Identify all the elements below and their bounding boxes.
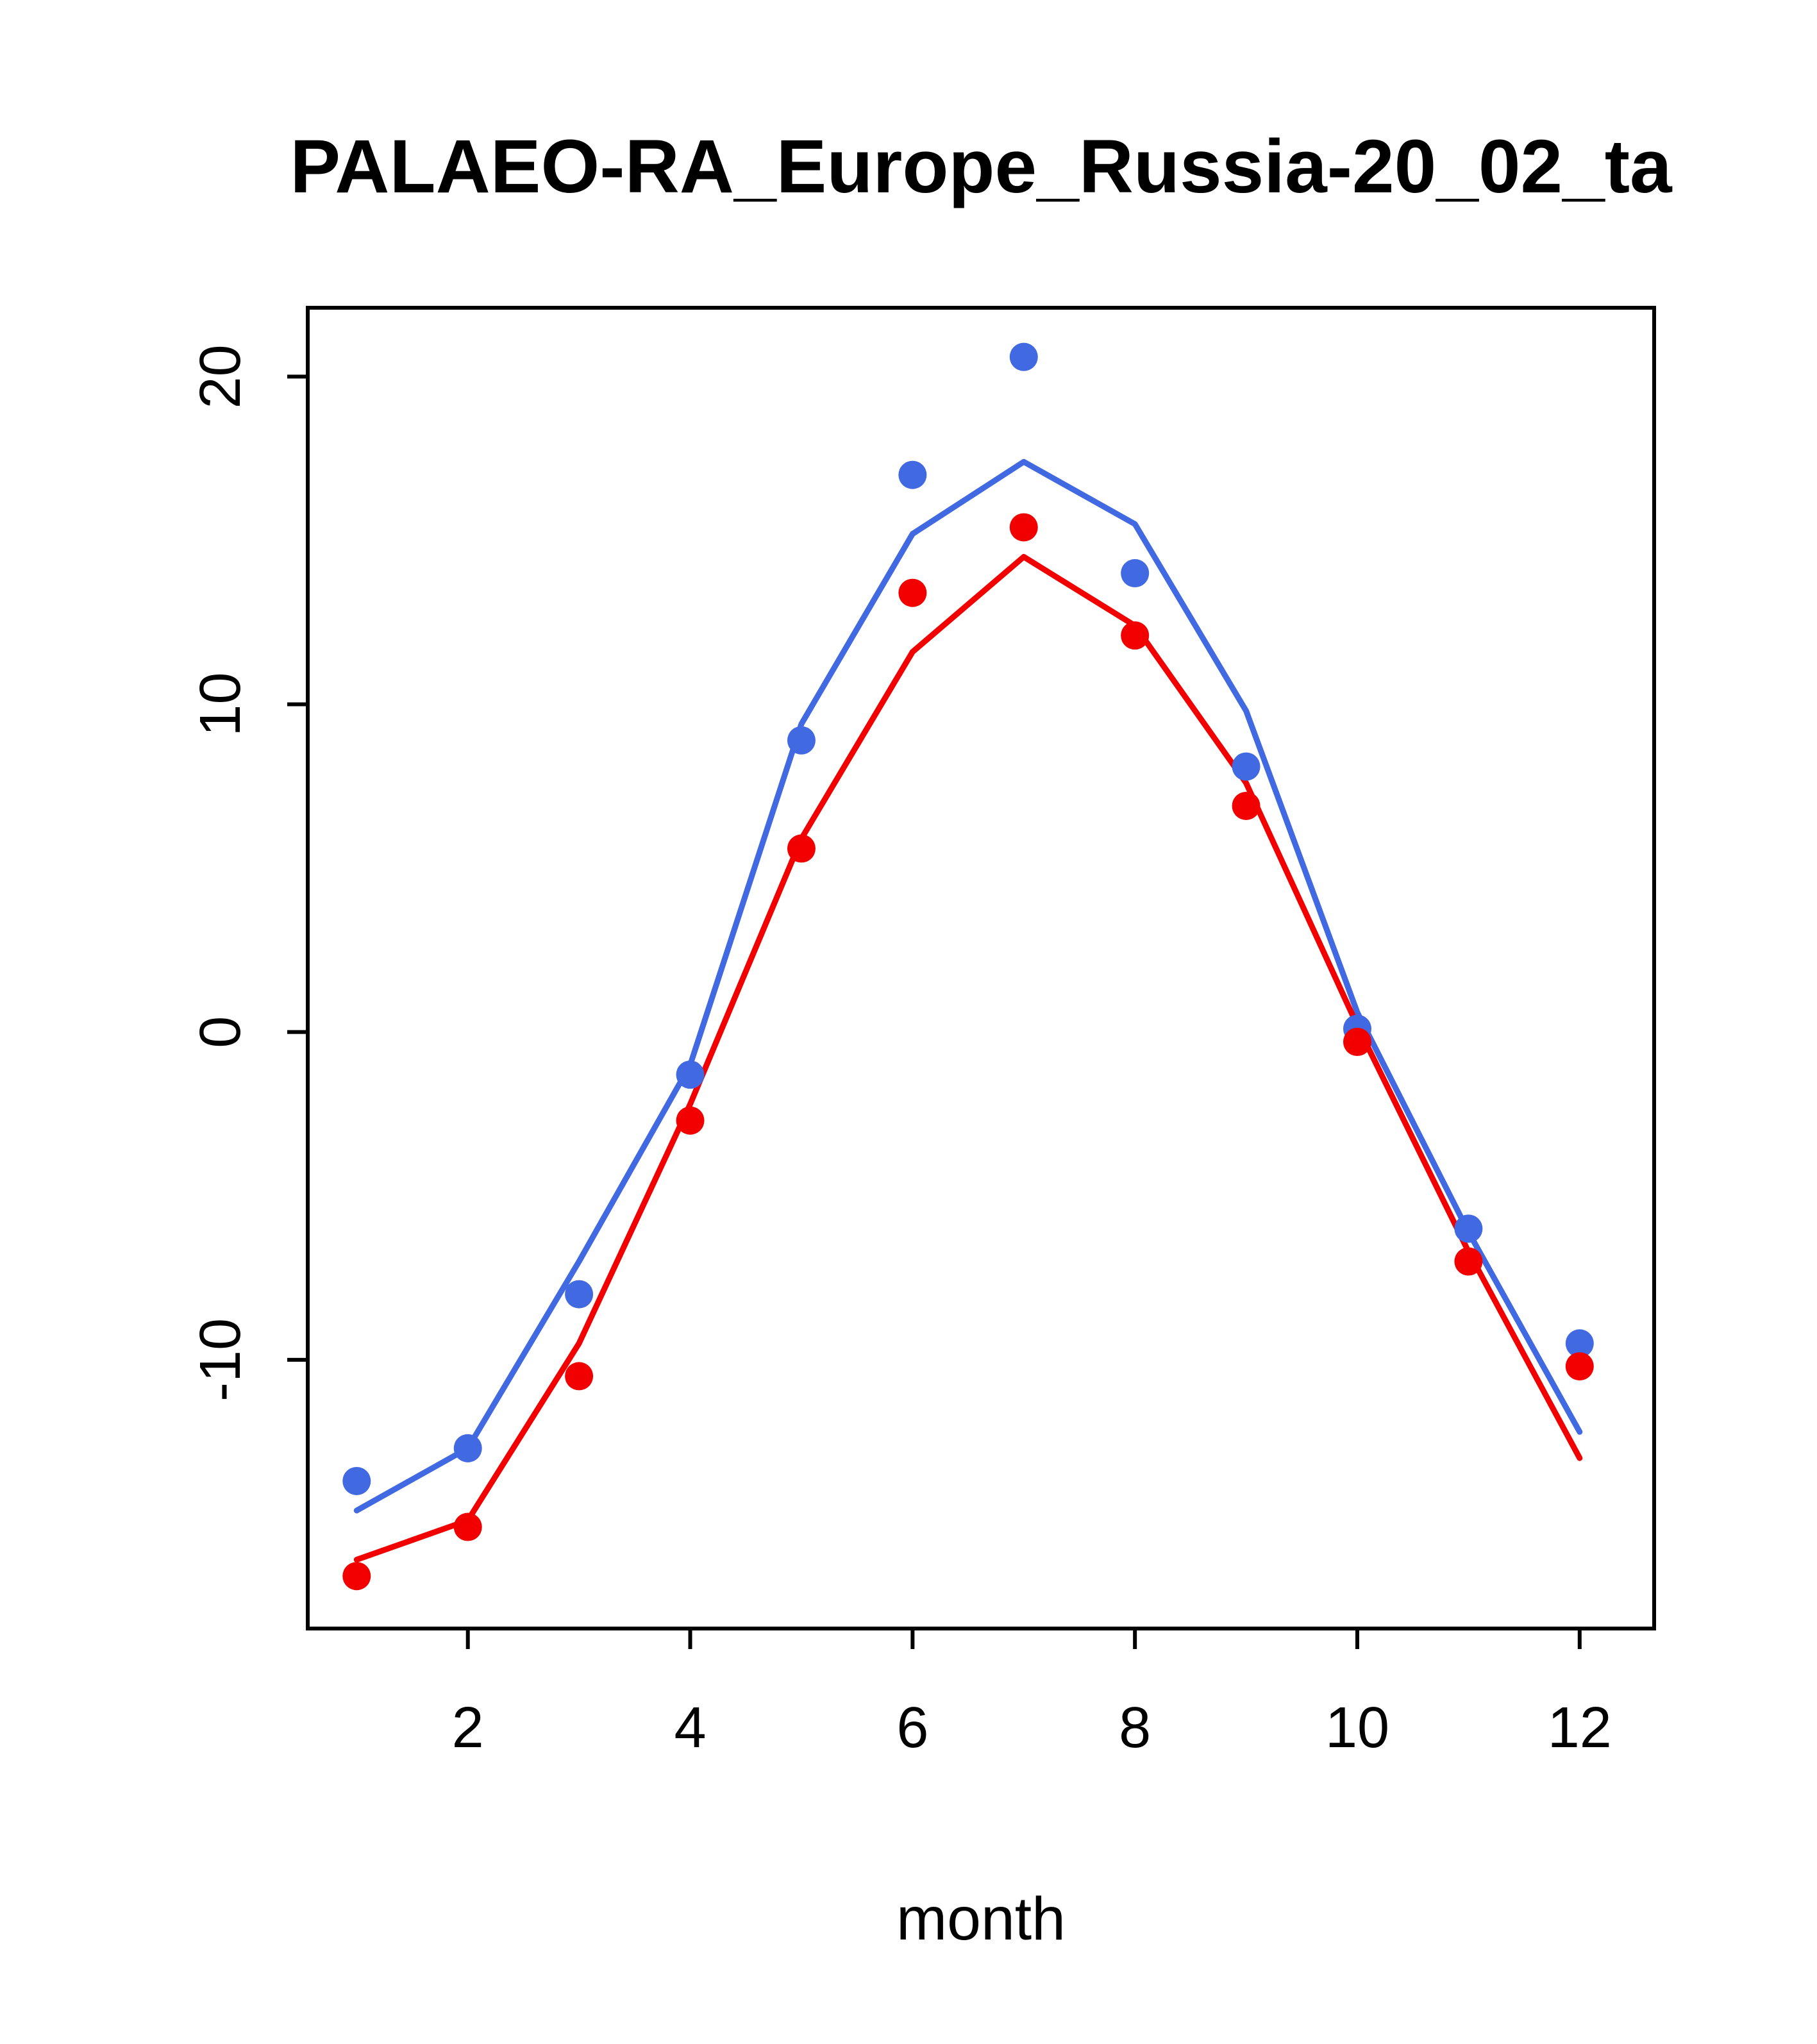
- point-red-points: [1009, 513, 1038, 542]
- point-red-points: [453, 1512, 482, 1541]
- point-blue-points: [1565, 1329, 1594, 1358]
- point-blue-points: [898, 460, 927, 489]
- y-tick-label: 10: [188, 672, 253, 736]
- point-blue-points: [565, 1280, 594, 1309]
- x-tick-label: 6: [896, 1696, 928, 1760]
- series-red-line: [353, 553, 1583, 1563]
- x-tick-label: 12: [1548, 1696, 1612, 1760]
- plot-box: [306, 306, 1656, 1630]
- point-blue-points: [342, 1466, 371, 1495]
- point-red-points: [787, 834, 816, 863]
- point-blue-points: [1232, 752, 1260, 781]
- point-red-points: [1343, 1028, 1371, 1057]
- point-red-points: [1121, 621, 1150, 650]
- y-tick-label: -10: [188, 1318, 253, 1402]
- x-tick-label: 2: [452, 1696, 484, 1760]
- point-red-points: [342, 1562, 371, 1591]
- point-blue-points: [1009, 342, 1038, 371]
- point-red-points: [565, 1362, 594, 1391]
- point-blue-points: [1121, 559, 1150, 588]
- y-tick-label: 20: [188, 344, 253, 408]
- x-axis-label: month: [896, 1885, 1066, 1953]
- point-red-points: [898, 578, 927, 607]
- point-red-points: [1454, 1247, 1483, 1276]
- point-blue-points: [453, 1434, 482, 1462]
- point-red-points: [1565, 1352, 1594, 1381]
- x-tick-label: 10: [1325, 1696, 1389, 1760]
- series-blue-line: [353, 458, 1583, 1514]
- y-tick-label: 0: [188, 1016, 253, 1048]
- point-blue-points: [787, 726, 816, 755]
- point-red-points: [676, 1106, 705, 1135]
- point-blue-points: [1454, 1214, 1483, 1243]
- point-red-points: [1232, 791, 1260, 820]
- plot-area: 2 4 6 8 10 12 -10 0 10 20: [188, 306, 1656, 1760]
- x-tick-label: 8: [1119, 1696, 1151, 1760]
- point-blue-points: [676, 1060, 705, 1089]
- x-tick-label: 4: [674, 1696, 707, 1760]
- chart-title: PALAEO-RA_Europe_Russia-20_02_ta: [290, 124, 1673, 209]
